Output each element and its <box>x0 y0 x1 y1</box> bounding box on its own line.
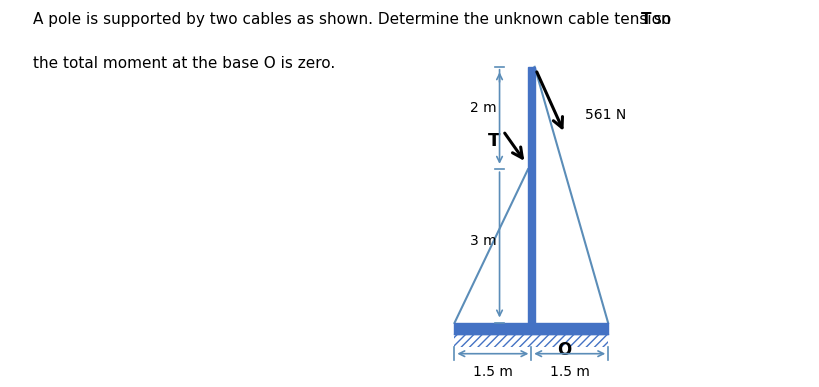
Text: so: so <box>649 12 671 27</box>
Bar <box>455 323 609 334</box>
Text: O: O <box>558 341 572 359</box>
Bar <box>528 67 535 323</box>
Text: 1.5 m: 1.5 m <box>550 365 590 379</box>
Text: the total moment at the base O is zero.: the total moment at the base O is zero. <box>33 56 335 71</box>
Text: A pole is supported by two cables as shown. Determine the unknown cable tension: A pole is supported by two cables as sho… <box>33 12 675 27</box>
Text: 2 m: 2 m <box>470 101 497 115</box>
Text: 3 m: 3 m <box>470 234 497 248</box>
Text: T: T <box>640 12 651 27</box>
Text: 561 N: 561 N <box>585 108 627 123</box>
Text: T: T <box>488 132 500 150</box>
Bar <box>455 334 609 347</box>
Text: 1.5 m: 1.5 m <box>473 365 513 379</box>
